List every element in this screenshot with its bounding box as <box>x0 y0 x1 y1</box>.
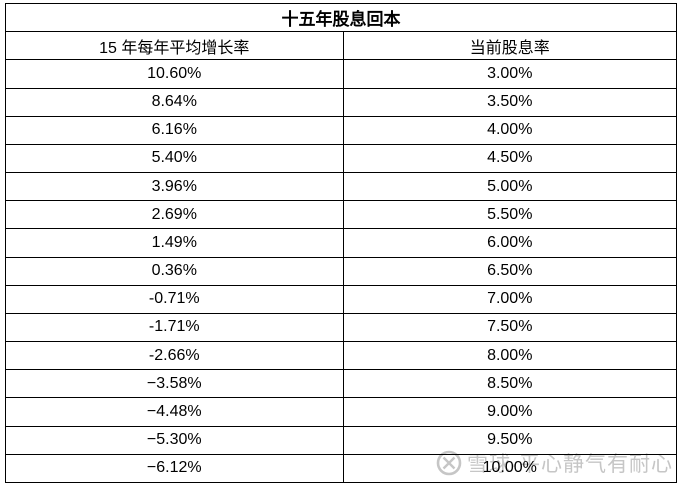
growth-rate-cell: 6.16% <box>5 115 344 145</box>
table-row: 8.64% 3.50% <box>5 87 677 117</box>
growth-rate-cell: −5.30% <box>5 425 344 455</box>
dividend-yield-cell: 3.50% <box>342 87 677 117</box>
growth-rate-cell: −6.12% <box>5 453 344 484</box>
growth-rate-cell: −3.58% <box>5 369 344 399</box>
dividend-payback-table: 十五年股息回本 15 年每年平均增长率 当前股息率 10.60% 3.00% 8… <box>5 2 677 484</box>
dividend-yield-cell: 6.00% <box>342 228 677 258</box>
growth-rate-cell: 10.60% <box>5 59 344 89</box>
dividend-yield-cell: 9.50% <box>342 425 677 455</box>
table-row: −3.58% 8.50% <box>5 369 677 399</box>
dividend-yield-cell: 6.50% <box>342 256 677 286</box>
header-row: 15 年每年平均增长率 当前股息率 <box>5 31 677 61</box>
dividend-yield-cell: 5.50% <box>342 200 677 230</box>
table-row: -1.71% 7.50% <box>5 312 677 343</box>
growth-rate-cell: −4.48% <box>5 397 344 427</box>
growth-rate-cell: 1.49% <box>5 228 344 258</box>
table-row: −4.48% 9.00% <box>5 397 677 427</box>
dividend-yield-cell: 7.50% <box>342 312 677 343</box>
growth-rate-cell: -2.66% <box>5 341 344 371</box>
table-row: −5.30% 9.50% <box>5 425 677 455</box>
column-header-growth-rate: 15 年每年平均增长率 <box>5 31 344 61</box>
growth-rate-cell: -0.71% <box>5 284 344 314</box>
growth-rate-cell: 5.40% <box>5 143 344 174</box>
table-row: −6.12% 10.00% <box>5 453 677 484</box>
dividend-yield-cell: 10.00% <box>342 453 677 484</box>
growth-rate-cell: 8.64% <box>5 87 344 117</box>
dividend-yield-cell: 9.00% <box>342 397 677 427</box>
dividend-yield-cell: 5.00% <box>342 172 677 202</box>
dividend-yield-cell: 8.00% <box>342 341 677 371</box>
dividend-yield-cell: 3.00% <box>342 59 677 89</box>
title-row: 十五年股息回本 <box>5 2 677 33</box>
table-row: 3.96% 5.00% <box>5 172 677 202</box>
table-row: -2.66% 8.00% <box>5 341 677 371</box>
growth-rate-cell: -1.71% <box>5 312 344 343</box>
dividend-yield-cell: 4.00% <box>342 115 677 145</box>
growth-rate-cell: 3.96% <box>5 172 344 202</box>
growth-rate-cell: 0.36% <box>5 256 344 286</box>
table-row: 6.16% 4.00% <box>5 115 677 145</box>
table-row: 5.40% 4.50% <box>5 143 677 174</box>
growth-rate-cell: 2.69% <box>5 200 344 230</box>
table-row: -0.71% 7.00% <box>5 284 677 314</box>
table-row: 2.69% 5.50% <box>5 200 677 230</box>
dividend-yield-cell: 8.50% <box>342 369 677 399</box>
column-header-dividend-yield: 当前股息率 <box>342 31 677 61</box>
table-row: 1.49% 6.00% <box>5 228 677 258</box>
table-row: 0.36% 6.50% <box>5 256 677 286</box>
dividend-yield-cell: 4.50% <box>342 143 677 174</box>
table-title: 十五年股息回本 <box>5 2 677 33</box>
dividend-yield-cell: 7.00% <box>342 284 677 314</box>
table-row: 10.60% 3.00% <box>5 59 677 89</box>
